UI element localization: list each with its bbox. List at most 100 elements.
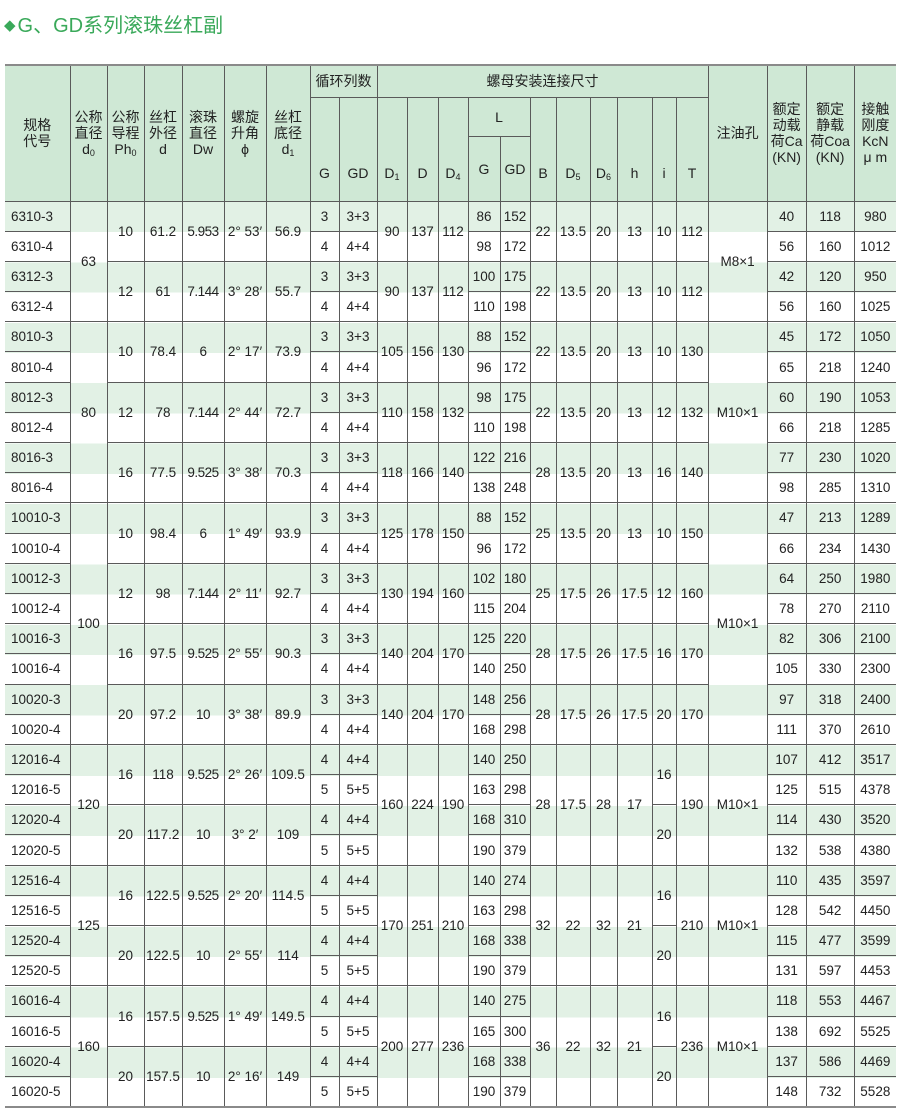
cell-dw: 5.953 bbox=[181, 200, 225, 262]
cell-kcn: 1050 bbox=[853, 321, 897, 353]
cell-ca: 107 bbox=[766, 743, 807, 776]
header-L: L bbox=[467, 96, 531, 137]
cell-circ-g: 3 bbox=[309, 381, 340, 413]
header-mount: 螺母安装连接尺寸 bbox=[376, 65, 709, 98]
cell-D: 158 bbox=[406, 381, 439, 444]
cell-L-g: 140 bbox=[467, 985, 501, 1017]
cell-circ-gd: 3+3 bbox=[338, 321, 378, 353]
cell-circ-gd: 4+4 bbox=[338, 1045, 378, 1077]
cell-d1: 90.3 bbox=[265, 623, 311, 685]
cell-D6: 20 bbox=[589, 502, 618, 564]
cell-coa: 542 bbox=[805, 894, 855, 927]
cell-D1: 200 bbox=[376, 985, 408, 1108]
cell-T: 170 bbox=[675, 623, 709, 685]
cell-i: 10 bbox=[651, 502, 677, 564]
cell-code: 12520-4 bbox=[5, 924, 71, 957]
cell-code: 16016-5 bbox=[5, 1015, 71, 1047]
cell-d1: 114 bbox=[265, 924, 311, 987]
cell-L-g: 163 bbox=[467, 894, 501, 927]
cell-ca: 115 bbox=[766, 924, 807, 957]
table-body: 6310-3 63 10 61.2 5.953 2° 53′ 56.9 3 3+3 90 137 11… bbox=[5, 200, 897, 1108]
cell-kcn: 2110 bbox=[853, 592, 897, 625]
cell-d1: 55.7 bbox=[265, 260, 311, 323]
cell-d: 98.4 bbox=[143, 502, 183, 564]
cell-phi: 1° 49′ bbox=[223, 985, 267, 1047]
cell-ph0: 16 bbox=[106, 743, 145, 806]
cell-circ-g: 5 bbox=[309, 834, 340, 866]
cell-kcn: 1285 bbox=[853, 411, 897, 444]
cell-B: 25 bbox=[529, 562, 557, 625]
cell-circ-gd: 4+4 bbox=[338, 804, 378, 836]
cell-coa: 692 bbox=[805, 1015, 855, 1047]
cell-code: 8012-3 bbox=[5, 381, 71, 413]
cell-ca: 118 bbox=[766, 985, 807, 1017]
cell-L-gd: 152 bbox=[499, 502, 531, 534]
cell-D6: 20 bbox=[589, 381, 618, 444]
cell-circ-gd: 4+4 bbox=[338, 653, 378, 685]
cell-L-g: 110 bbox=[467, 411, 501, 444]
cell-phi: 2° 20′ bbox=[223, 864, 267, 927]
cell-phi: 2° 26′ bbox=[223, 743, 267, 806]
cell-code: 6310-3 bbox=[5, 200, 71, 232]
cell-L-g: 168 bbox=[467, 713, 501, 745]
cell-T: 190 bbox=[675, 743, 709, 866]
cell-phi: 1° 49′ bbox=[223, 502, 267, 564]
cell-ph0: 10 bbox=[106, 200, 145, 262]
cell-ca: 64 bbox=[766, 562, 807, 594]
cell-d1: 92.7 bbox=[265, 562, 311, 625]
cell-kcn: 1240 bbox=[853, 351, 897, 383]
cell-D1: 140 bbox=[376, 623, 408, 685]
cell-D: 166 bbox=[406, 441, 439, 504]
cell-L-g: 115 bbox=[467, 592, 501, 625]
cell-L-g: 140 bbox=[467, 653, 501, 685]
cell-circ-g: 5 bbox=[309, 894, 340, 927]
cell-L-g: 98 bbox=[467, 230, 501, 262]
cell-circ-gd: 5+5 bbox=[338, 774, 378, 806]
cell-circ-gd: 4+4 bbox=[338, 291, 378, 323]
cell-code: 8010-3 bbox=[5, 321, 71, 353]
cell-dw: 9.525 bbox=[181, 623, 225, 685]
cell-L-g: 190 bbox=[467, 834, 501, 866]
cell-circ-g: 4 bbox=[309, 743, 340, 776]
cell-d: 157.5 bbox=[143, 1045, 183, 1108]
cell-coa: 515 bbox=[805, 774, 855, 806]
table-row: 8010-3 80 10 78.4 6 2° 17′ 73.9 3 3+3 105 156 130 88… bbox=[5, 321, 897, 504]
cell-D5: 22 bbox=[555, 864, 591, 987]
cell-ph0: 16 bbox=[106, 623, 145, 685]
diamond-icon: ◆ bbox=[4, 17, 16, 34]
cell-code: 8016-3 bbox=[5, 441, 71, 474]
cell-L-gd: 379 bbox=[499, 955, 531, 987]
cell-d1: 73.9 bbox=[265, 321, 311, 383]
cell-d: 97.5 bbox=[143, 623, 183, 685]
cell-coa: 553 bbox=[805, 985, 855, 1017]
cell-code: 12520-5 bbox=[5, 955, 71, 987]
cell-T: 132 bbox=[675, 381, 709, 444]
cell-coa: 190 bbox=[805, 381, 855, 413]
cell-d: 97.2 bbox=[143, 683, 183, 745]
cell-coa: 318 bbox=[805, 683, 855, 715]
cell-coa: 330 bbox=[805, 653, 855, 685]
cell-code: 12516-5 bbox=[5, 894, 71, 927]
cell-kcn: 3599 bbox=[853, 924, 897, 957]
cell-L-gd: 379 bbox=[499, 1075, 531, 1108]
cell-ca: 47 bbox=[766, 502, 807, 534]
cell-L-g: 100 bbox=[467, 260, 501, 293]
cell-coa: 306 bbox=[805, 623, 855, 655]
cell-circ-gd: 4+4 bbox=[338, 411, 378, 444]
cell-D: 277 bbox=[406, 985, 439, 1108]
cell-coa: 412 bbox=[805, 743, 855, 776]
cell-code: 6310-4 bbox=[5, 230, 71, 262]
cell-D6: 28 bbox=[589, 743, 618, 866]
cell-D4: 210 bbox=[437, 864, 469, 987]
cell-circ-gd: 5+5 bbox=[338, 955, 378, 987]
cell-code: 12516-4 bbox=[5, 864, 71, 896]
cell-circ-g: 4 bbox=[309, 804, 340, 836]
cell-d: 61.2 bbox=[143, 200, 183, 262]
cell-circ-g: 4 bbox=[309, 291, 340, 323]
cell-h: 13 bbox=[616, 200, 653, 262]
cell-D6: 32 bbox=[589, 985, 618, 1108]
table-row: 12020-4 20 117.2 10 3° 2′ 109 4 4+4 168 310 20 114 4… bbox=[5, 804, 897, 866]
cell-ca: 66 bbox=[766, 532, 807, 564]
cell-D6: 20 bbox=[589, 260, 618, 323]
cell-kcn: 2300 bbox=[853, 653, 897, 685]
